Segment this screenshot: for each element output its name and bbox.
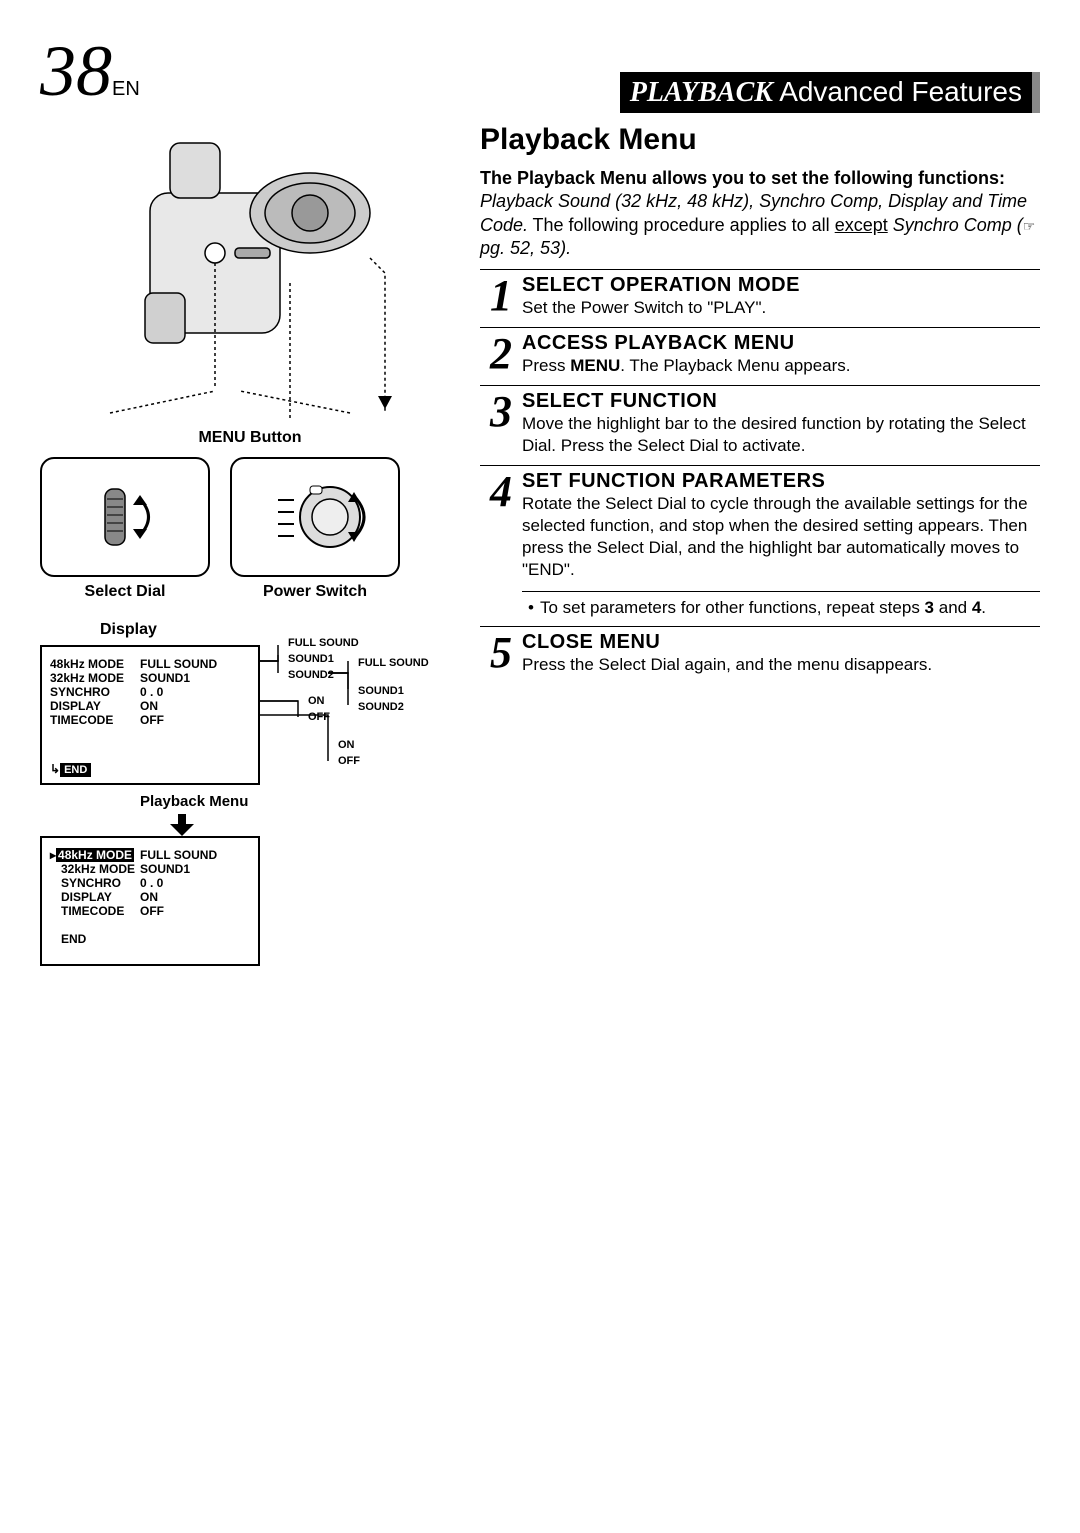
step-4-text: Rotate the Select Dial to cycle through …: [522, 493, 1040, 581]
d1-r4-c2: OFF: [140, 713, 230, 727]
note-b1: 3: [925, 598, 934, 617]
intro-bold: The Playback Menu allows you to set the …: [480, 167, 1040, 190]
note-post: .: [981, 598, 986, 617]
section-title-reg: Advanced Features: [773, 76, 1022, 107]
d1-r3-c2: ON: [140, 699, 230, 713]
power-switch-group: Power Switch: [230, 457, 400, 601]
display-screen-2: ▸48kHz MODE FULL SOUND 32kHz MODESOUND1 …: [40, 836, 260, 966]
d2-r2-c1: SYNCHRO: [50, 876, 140, 890]
page-number-lang: EN: [112, 78, 140, 100]
power-switch-illustration: [230, 457, 400, 577]
page-number: 38EN: [40, 30, 140, 113]
d2-r1-c1: 32kHz MODE: [50, 862, 140, 876]
d2-r0-c1: ▸48kHz MODE: [50, 848, 140, 862]
tree-on-2: ON: [338, 739, 355, 751]
camcorder-illustration: [40, 123, 420, 423]
step-1-title: SELECT OPERATION MODE: [522, 274, 1040, 297]
step-3-num: 3: [480, 390, 522, 457]
d2-r2-c2: 0 . 0: [140, 876, 230, 890]
d1-r3-c1: DISPLAY: [50, 699, 140, 713]
d2-r0-c2: FULL SOUND: [140, 848, 230, 862]
step-5: 5 CLOSE MENU Press the Select Dial again…: [480, 626, 1040, 676]
display-with-tree: 48kHz MODEFULL SOUND 32kHz MODESOUND1 SY…: [40, 645, 460, 785]
step-2-num: 2: [480, 332, 522, 377]
d1-r2-c2: 0 . 0: [140, 685, 230, 699]
d1-r4-c1: TIMECODE: [50, 713, 140, 727]
intro-except: except: [835, 215, 888, 235]
tree-off-2: OFF: [338, 755, 360, 767]
content-columns: MENU Button Select Dial: [40, 123, 1040, 966]
d2-highlight: 48kHz MODE: [56, 848, 134, 862]
note-pre: To set parameters for other functions, r…: [540, 598, 925, 617]
tree-fullsound-2: FULL SOUND: [358, 657, 429, 669]
step-2-bold: MENU: [570, 356, 620, 375]
tree-off-1: OFF: [308, 711, 330, 723]
note-mid: and: [934, 598, 972, 617]
d2-r4-c1: TIMECODE: [50, 904, 140, 918]
tree-sound1-1: SOUND1: [288, 653, 334, 665]
step-2-text: Press MENU. The Playback Menu appears.: [522, 355, 1040, 377]
select-dial-illustration: [40, 457, 210, 577]
page-header: 38EN PLAYBACK Advanced Features: [40, 30, 1040, 113]
tree-on-1: ON: [308, 695, 325, 707]
step-2-title: ACCESS PLAYBACK MENU: [522, 332, 1040, 355]
playback-menu-heading: Playback Menu: [480, 123, 1040, 157]
display-screen-1: 48kHz MODEFULL SOUND 32kHz MODESOUND1 SY…: [40, 645, 260, 785]
step-4-num: 4: [480, 470, 522, 618]
tree-sound1-2: SOUND1: [358, 685, 404, 697]
select-dial-label: Select Dial: [40, 583, 210, 601]
step-2-post: . The Playback Menu appears.: [620, 356, 850, 375]
d2-end: END: [50, 932, 250, 946]
step-5-title: CLOSE MENU: [522, 631, 1040, 654]
d1-r0-c2: FULL SOUND: [140, 657, 230, 671]
power-switch-label: Power Switch: [230, 583, 400, 601]
d1-r0-c1: 48kHz MODE: [50, 657, 140, 671]
d1-r2-c1: SYNCHRO: [50, 685, 140, 699]
d1-r1-c2: SOUND1: [140, 671, 230, 685]
step-3-title: SELECT FUNCTION: [522, 390, 1040, 413]
page-number-main: 38: [40, 31, 112, 111]
tree-fullsound-1: FULL SOUND: [288, 637, 359, 649]
step-2-pre: Press: [522, 356, 570, 375]
step-4-note: • To set parameters for other functions,…: [522, 591, 1040, 618]
display-heading: Display: [100, 621, 460, 639]
return-arrow-icon: ↳: [50, 762, 60, 776]
d2-r1-c2: SOUND1: [140, 862, 230, 876]
section-header-bar: PLAYBACK Advanced Features: [620, 72, 1040, 113]
d1-r1-c1: 32kHz MODE: [50, 671, 140, 685]
step-5-num: 5: [480, 631, 522, 676]
down-arrow-icon: [170, 814, 460, 836]
step-1-num: 1: [480, 274, 522, 319]
step-3-text: Move the highlight bar to the desired fu…: [522, 413, 1040, 457]
step-5-text: Press the Select Dial again, and the men…: [522, 654, 1040, 676]
menu-button-label: MENU Button: [40, 429, 460, 447]
d2-r3-c1: DISPLAY: [50, 890, 140, 904]
note-b2: 4: [972, 598, 981, 617]
manual-page: 38EN PLAYBACK Advanced Features: [0, 0, 1080, 996]
step-2: 2 ACCESS PLAYBACK MENU Press MENU. The P…: [480, 327, 1040, 377]
step-1: 1 SELECT OPERATION MODE Set the Power Sw…: [480, 269, 1040, 319]
intro-paragraph: The Playback Menu allows you to set the …: [480, 167, 1040, 261]
dial-row: Select Dial: [40, 457, 460, 601]
intro-rest-2: Synchro Comp (: [888, 215, 1023, 235]
intro-ref: pg. 52, 53).: [480, 238, 571, 258]
d2-r3-c2: ON: [140, 890, 230, 904]
step-4-title: SET FUNCTION PARAMETERS: [522, 470, 1040, 493]
section-title-italic: PLAYBACK: [630, 77, 773, 108]
tree-sound2-1: SOUND2: [288, 669, 334, 681]
d2-r4-c2: OFF: [140, 904, 230, 918]
end-tag-1: END: [60, 763, 91, 777]
select-dial-group: Select Dial: [40, 457, 210, 601]
step-3: 3 SELECT FUNCTION Move the highlight bar…: [480, 385, 1040, 457]
intro-rest-1: The following procedure applies to all: [533, 215, 835, 235]
tree-sound2-2: SOUND2: [358, 701, 404, 713]
bullet-icon: •: [528, 598, 534, 618]
pointer-icon: ☞: [1023, 218, 1036, 234]
left-column: MENU Button Select Dial: [40, 123, 460, 966]
step-4: 4 SET FUNCTION PARAMETERS Rotate the Sel…: [480, 465, 1040, 618]
right-column: Playback Menu The Playback Menu allows y…: [480, 123, 1040, 966]
step-1-text: Set the Power Switch to "PLAY".: [522, 297, 1040, 319]
